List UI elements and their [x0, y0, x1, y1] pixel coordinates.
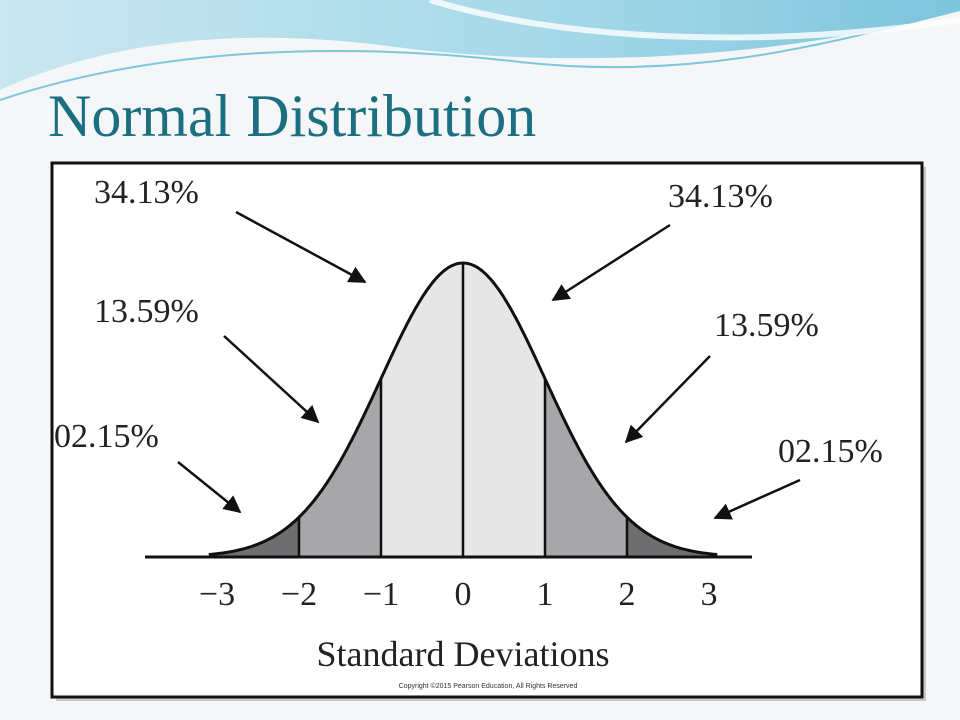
tick-labels: −3 −2 −1 0 1 2 3 [199, 576, 718, 613]
arrow [713, 478, 801, 520]
slide-title: Normal Distribution [48, 83, 536, 149]
tick-label: 0 [455, 576, 472, 613]
percent-label: 02.15% [778, 433, 883, 470]
percent-label: 34.13% [668, 178, 773, 215]
tick-label: −3 [199, 576, 235, 613]
header-wave [0, 0, 960, 90]
tick-label: 1 [537, 576, 554, 613]
curve-group [208, 261, 718, 557]
tick-label: 2 [619, 576, 636, 613]
arrows [177, 210, 801, 520]
header-wave-highlight [429, 0, 960, 41]
curve-region [208, 517, 299, 557]
arrow [624, 355, 711, 444]
tick-label: 3 [701, 576, 718, 613]
arrow [223, 335, 320, 424]
diagram-frame [50, 161, 924, 699]
arrow [235, 210, 367, 284]
percent-labels: 34.13% 13.59% 02.15% 34.13% 13.59% 02.15… [54, 174, 883, 470]
tick-label: −2 [281, 576, 317, 613]
tick-label: −1 [363, 576, 399, 613]
percent-label: 02.15% [54, 418, 159, 455]
curve-region [627, 517, 718, 557]
percent-label: 34.13% [94, 174, 199, 211]
percent-label: 13.59% [94, 293, 199, 330]
copyright: Copyright ©2015 Pearson Education, All R… [399, 682, 578, 690]
arrow [551, 223, 671, 302]
percent-label: 13.59% [714, 307, 819, 344]
arrow [177, 461, 242, 514]
header-wave-line [0, 9, 960, 101]
axis-label: Standard Deviations [317, 634, 610, 674]
